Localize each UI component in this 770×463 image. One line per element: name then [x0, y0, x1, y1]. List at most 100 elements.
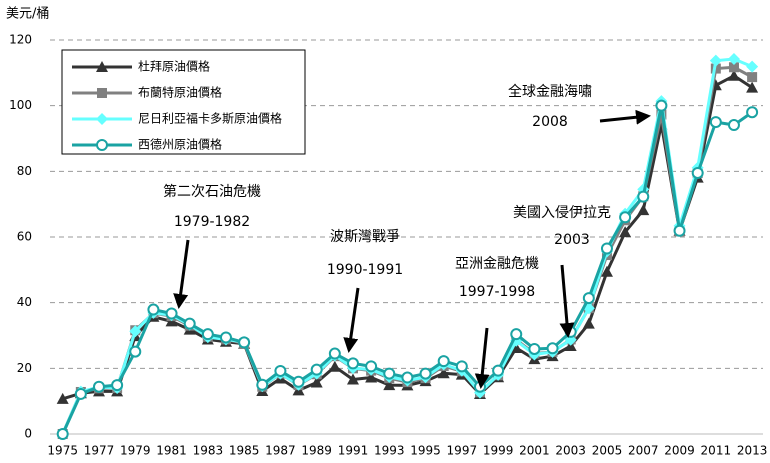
marker — [746, 60, 759, 73]
marker — [455, 360, 468, 373]
x-tick-label: 1979 — [120, 444, 151, 458]
legend-label: 尼日利亞福卡多斯原油價格 — [138, 111, 282, 126]
y-tick-label: 20 — [17, 361, 32, 375]
arrow — [559, 264, 575, 338]
marker — [92, 380, 105, 393]
x-tick-label: 1991 — [338, 444, 369, 458]
marker — [96, 113, 108, 125]
annotation: 波斯灣戰爭 — [330, 229, 400, 245]
marker — [619, 226, 632, 238]
marker — [655, 99, 668, 112]
marker — [310, 363, 323, 376]
marker — [619, 211, 632, 224]
arrow — [343, 287, 360, 353]
marker — [74, 387, 87, 400]
marker — [528, 342, 541, 355]
marker — [728, 62, 739, 73]
marker — [219, 331, 232, 344]
y-tick-label: 0 — [24, 427, 32, 441]
marker — [746, 106, 759, 119]
annotation: 1979-1982 — [174, 214, 250, 230]
marker — [727, 119, 740, 132]
marker — [709, 54, 722, 67]
y-tick-label: 40 — [17, 295, 32, 309]
marker — [637, 204, 650, 216]
marker — [238, 336, 251, 349]
marker — [437, 367, 450, 379]
marker — [56, 392, 69, 404]
x-tick-label: 1983 — [193, 444, 224, 458]
annotation: 亞洲金融危機 — [455, 256, 539, 272]
x-tick-label: 1993 — [374, 444, 405, 458]
marker — [129, 345, 142, 358]
marker — [637, 190, 650, 203]
y-axis-label: 美元/桶 — [6, 7, 49, 22]
y-tick-label: 120 — [9, 33, 32, 47]
legend-label: 西德州原油價格 — [138, 137, 222, 152]
marker — [727, 69, 740, 81]
marker — [328, 347, 341, 360]
marker — [96, 61, 108, 72]
marker — [383, 379, 396, 391]
marker — [746, 81, 759, 93]
marker — [510, 328, 523, 341]
annotation: 美國入侵伊拉克 — [513, 204, 611, 221]
y-tick-label: 60 — [17, 230, 32, 244]
marker — [600, 242, 613, 255]
annotation: 第二次石油危機 — [163, 183, 261, 200]
x-tick-label: 2009 — [664, 444, 695, 458]
x-tick-label: 1981 — [156, 444, 187, 458]
marker — [183, 317, 196, 330]
x-tick-label: 2005 — [592, 444, 623, 458]
marker — [129, 325, 142, 338]
arrow — [173, 239, 190, 309]
annotation: 2008 — [532, 114, 568, 130]
marker — [600, 265, 613, 277]
x-tick-label: 2007 — [628, 444, 659, 458]
marker — [310, 376, 323, 388]
x-tick-label: 1999 — [483, 444, 514, 458]
legend-label: 杜拜原油價格 — [138, 59, 210, 74]
marker — [747, 72, 758, 83]
marker — [274, 364, 287, 377]
marker — [437, 355, 450, 368]
marker — [709, 116, 722, 129]
marker — [346, 357, 359, 370]
legend-label: 布蘭特原油價格 — [138, 85, 222, 100]
marker — [582, 292, 595, 305]
marker — [582, 317, 595, 329]
x-tick-label: 2011 — [701, 444, 732, 458]
annotation: 全球金融海嘯 — [508, 83, 592, 100]
marker — [111, 379, 124, 392]
x-tick-label: 2001 — [519, 444, 550, 458]
marker — [96, 139, 108, 151]
y-tick-label: 80 — [17, 164, 32, 178]
marker — [292, 375, 305, 388]
marker — [346, 373, 359, 385]
marker — [365, 371, 378, 383]
x-tick-label: 1995 — [410, 444, 441, 458]
marker — [546, 342, 559, 355]
x-tick-label: 1985 — [229, 444, 260, 458]
x-tick-label: 1989 — [301, 444, 332, 458]
marker — [201, 328, 214, 341]
marker — [383, 367, 396, 380]
marker — [510, 341, 523, 353]
x-tick-label: 1977 — [84, 444, 115, 458]
marker — [56, 428, 69, 440]
marker — [328, 360, 341, 372]
marker — [256, 378, 269, 391]
y-tick-label: 100 — [9, 98, 32, 112]
marker — [401, 371, 414, 384]
annotation: 1997-1998 — [459, 284, 535, 300]
marker — [727, 53, 740, 66]
marker — [147, 303, 160, 316]
marker — [97, 88, 107, 98]
x-tick-label: 2003 — [555, 444, 586, 458]
marker — [673, 224, 686, 237]
arrow — [474, 327, 490, 389]
marker — [691, 166, 704, 179]
x-tick-label: 1975 — [47, 444, 78, 458]
annotation: 2003 — [554, 232, 590, 248]
